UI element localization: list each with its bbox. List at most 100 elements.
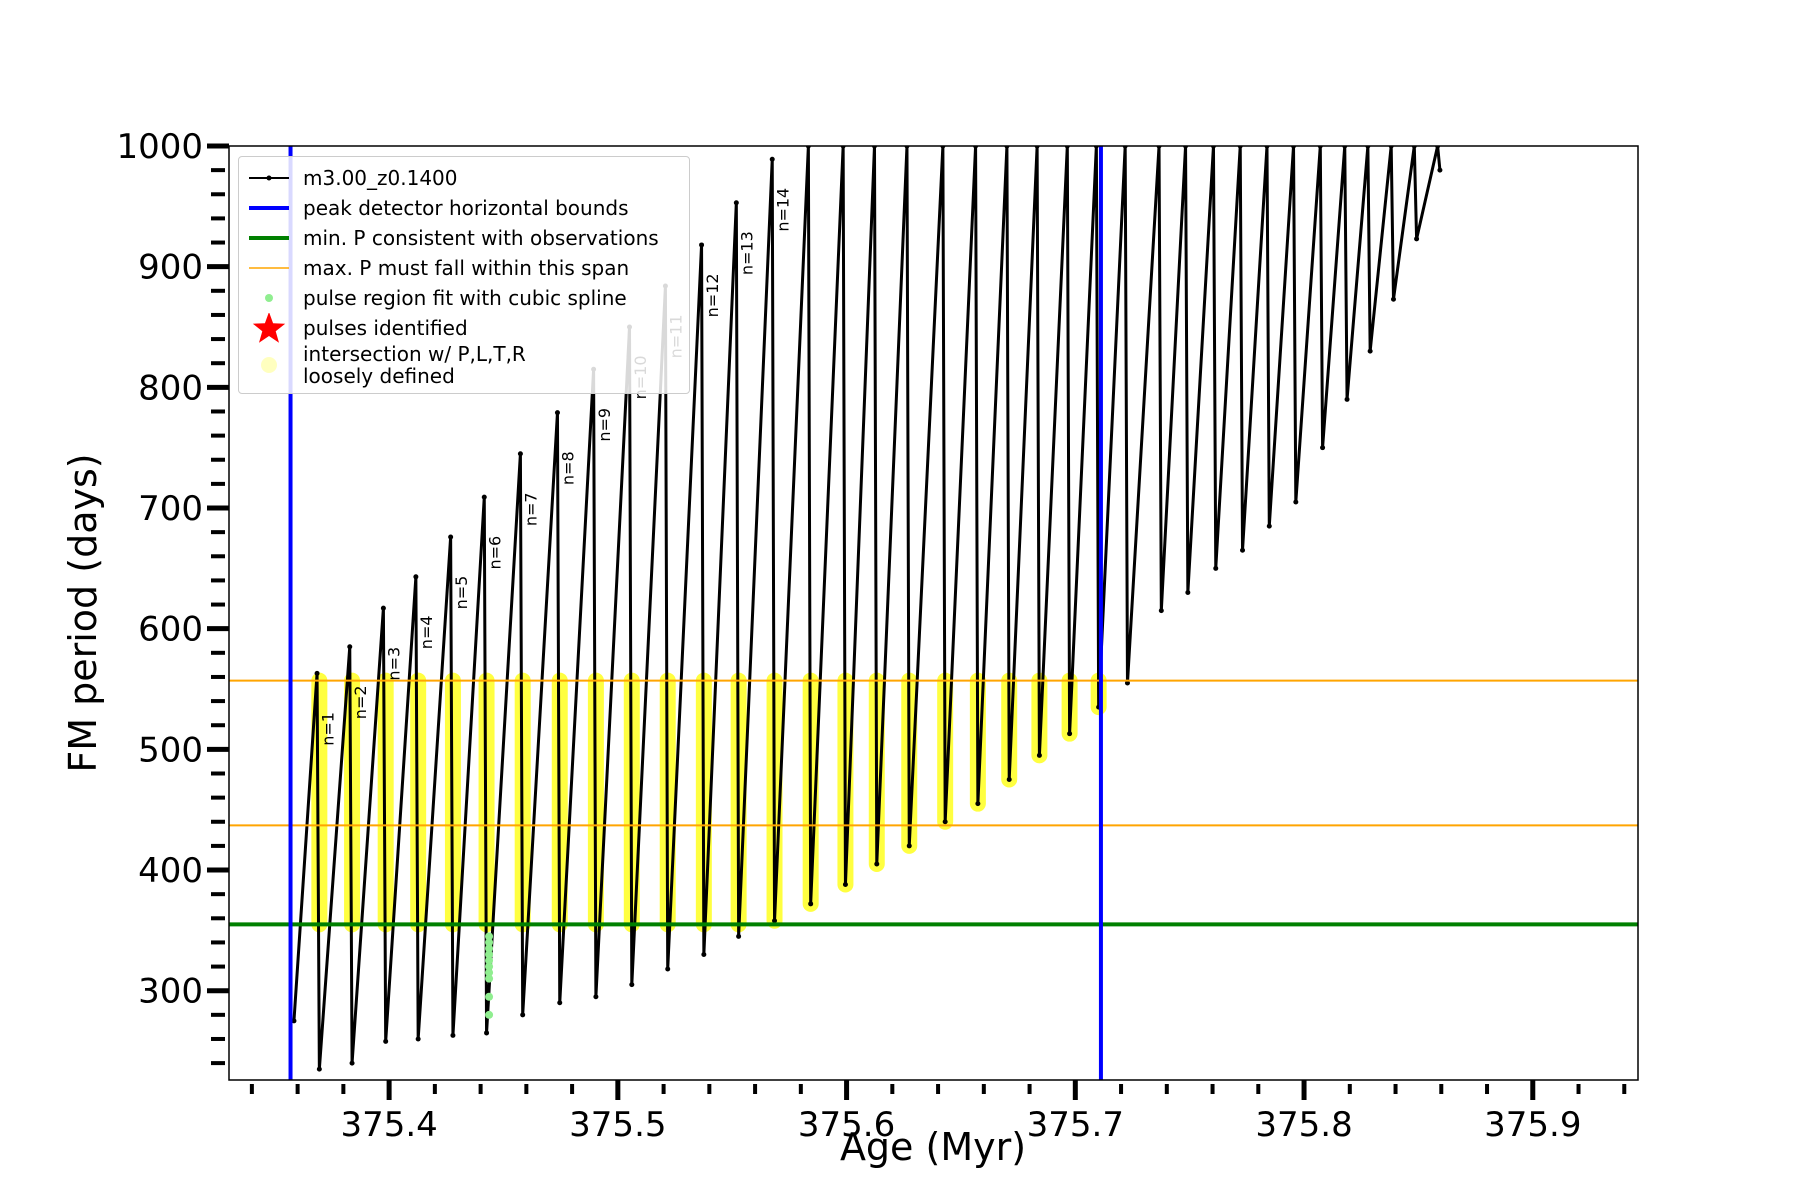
track-point	[699, 242, 705, 248]
legend-icon	[249, 236, 289, 240]
y-tick-label: 600	[138, 610, 203, 650]
track-point	[1213, 565, 1219, 571]
legend-entry: m3.00_z0.1400	[239, 163, 689, 193]
track-point	[349, 1060, 355, 1066]
track-point	[415, 1036, 421, 1042]
x-axis-label: Age (Myr)	[840, 1125, 1026, 1169]
plot-area: n=1n=2n=3n=4n=5n=6n=7n=8n=9n=10n=11n=12n…	[291, 146, 1443, 1072]
legend-icon	[249, 175, 289, 181]
pulse-annotation: n=5	[452, 576, 471, 610]
track-point	[629, 982, 635, 988]
spline-point	[485, 950, 494, 959]
legend-label: pulses identified	[303, 316, 468, 340]
track-point	[554, 410, 560, 416]
legend-entry: pulse region fit with cubic spline	[239, 283, 689, 313]
track-point	[906, 843, 912, 849]
legend-entry: pulses identified	[239, 313, 689, 343]
x-tick-label: 375.6	[798, 1105, 895, 1145]
pulse-annotation: n=2	[351, 685, 370, 719]
plot-frame	[228, 145, 1639, 1081]
track-point	[517, 451, 523, 457]
track-point	[448, 534, 454, 540]
legend-icon	[249, 206, 289, 210]
pulse-annotation: n=1	[318, 712, 337, 746]
y-tick-label: 300	[138, 972, 203, 1012]
track-point	[1067, 731, 1073, 737]
legend-icon	[265, 294, 273, 302]
legend-entry: intersection w/ P,L,T,R loosely defined	[239, 343, 689, 387]
track-point	[701, 952, 707, 958]
track-point	[413, 574, 419, 580]
track-point	[1006, 777, 1012, 783]
pulse-annotation: n=9	[595, 408, 614, 442]
track-point	[1390, 296, 1396, 302]
track-point	[1185, 589, 1191, 595]
pulse-annotation: n=4	[417, 615, 436, 649]
track-point	[520, 1012, 526, 1018]
track-point	[1320, 445, 1326, 451]
y-axis-label: FM period (days)	[61, 453, 105, 772]
y-tick-label: 1000	[116, 127, 203, 167]
track-point	[557, 1000, 563, 1006]
spline-point	[485, 968, 494, 977]
legend-icon	[252, 313, 286, 343]
track-point	[1266, 523, 1272, 529]
spline-point	[485, 956, 494, 965]
spline-point	[485, 1010, 494, 1019]
track-point	[1414, 236, 1420, 242]
track-point	[291, 1018, 297, 1024]
pulse-annotation: n=3	[385, 647, 404, 681]
track-point	[1124, 680, 1130, 686]
pulse-annotation: n=12	[703, 273, 722, 317]
track-point	[665, 966, 671, 972]
track-point	[593, 994, 599, 1000]
x-tick-label: 375.5	[569, 1105, 666, 1145]
spline-point	[485, 938, 494, 947]
track-point	[736, 933, 742, 939]
track-point	[842, 882, 848, 888]
x-tick-label: 375.7	[1027, 1105, 1124, 1145]
pulse-annotation: n=6	[486, 536, 505, 570]
legend-entry: max. P must fall within this span	[239, 253, 689, 283]
track-point	[450, 1032, 456, 1038]
track-point	[347, 644, 353, 650]
track-point	[975, 801, 981, 807]
track-point	[316, 1066, 322, 1072]
legend-label: peak detector horizontal bounds	[303, 196, 629, 220]
track-point	[874, 861, 880, 867]
legend-label: min. P consistent with observations	[303, 226, 659, 250]
track-point	[383, 1038, 389, 1044]
legend-label: pulse region fit with cubic spline	[303, 286, 627, 310]
track-point	[772, 918, 778, 924]
y-tick-label: 800	[138, 368, 203, 408]
track-point	[1036, 752, 1042, 758]
y-tick-label: 700	[138, 489, 203, 529]
track-line	[292, 146, 1442, 1070]
legend-entry: peak detector horizontal bounds	[239, 193, 689, 223]
track-point	[314, 670, 320, 676]
track-point	[1240, 547, 1246, 553]
track-point	[380, 605, 386, 611]
legend-icon	[249, 267, 289, 269]
spline-point	[485, 974, 494, 983]
y-tick-label: 400	[138, 851, 203, 891]
legend-icon	[261, 357, 277, 373]
track-point	[1367, 348, 1373, 354]
spline-point	[485, 962, 494, 971]
y-tick-label: 500	[138, 730, 203, 770]
pulse-annotation: n=14	[774, 188, 793, 232]
track-point	[769, 156, 775, 162]
legend-label: m3.00_z0.1400	[303, 166, 458, 190]
track-point	[733, 200, 739, 206]
pulse-annotation: n=8	[559, 451, 578, 485]
track-point	[1437, 167, 1443, 173]
legend-label: intersection w/ P,L,T,R loosely defined	[303, 342, 526, 388]
x-tick-label: 375.4	[340, 1105, 437, 1145]
spline-point	[485, 944, 494, 953]
track-point	[1344, 396, 1350, 402]
x-tick-label: 375.8	[1255, 1105, 1352, 1145]
track-point	[808, 901, 814, 907]
spline-point	[485, 992, 494, 1001]
